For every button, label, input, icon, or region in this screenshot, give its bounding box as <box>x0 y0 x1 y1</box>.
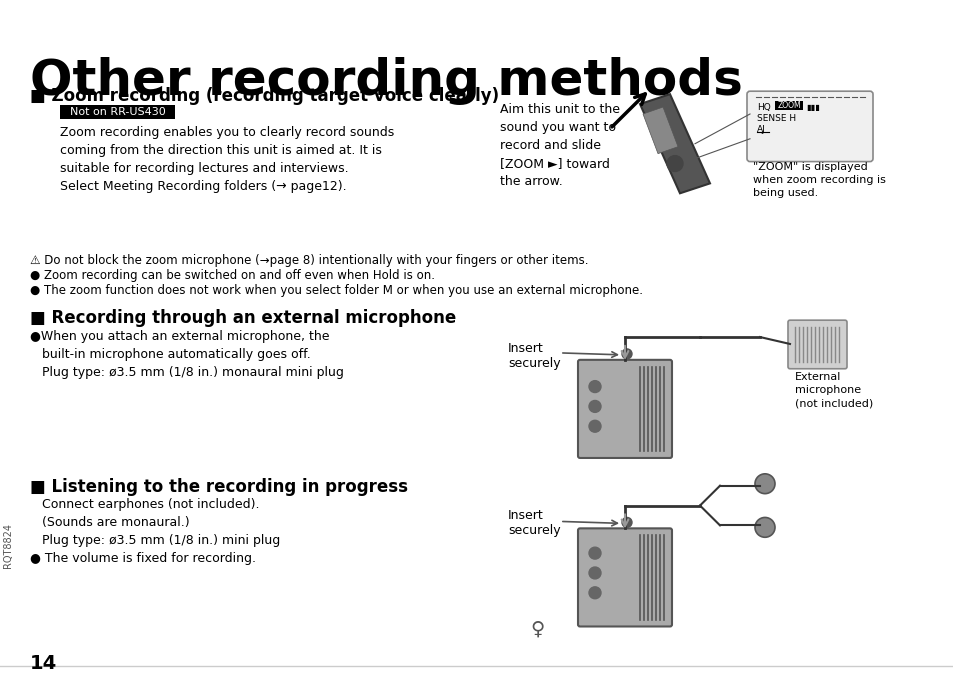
Text: ● Zoom recording can be switched on and off even when Hold is on.: ● Zoom recording can be switched on and … <box>30 269 435 282</box>
Text: Aim this unit to the
sound you want to
record and slide
[ZOOM ►] toward
the arro: Aim this unit to the sound you want to r… <box>499 103 619 188</box>
FancyBboxPatch shape <box>746 91 872 162</box>
Text: Zoom recording enables you to clearly record sounds
coming from the direction th: Zoom recording enables you to clearly re… <box>60 126 394 193</box>
Text: ● The zoom function does not work when you select folder M or when you use an ex: ● The zoom function does not work when y… <box>30 284 642 297</box>
Text: SENSE H: SENSE H <box>757 114 796 123</box>
FancyBboxPatch shape <box>578 360 671 458</box>
Text: ZOOM: ZOOM <box>777 101 800 110</box>
Text: RQT8824: RQT8824 <box>3 523 13 568</box>
Text: ⚠ Do not block the zoom microphone (→page 8) intentionally with your fingers or : ⚠ Do not block the zoom microphone (→pag… <box>30 254 588 267</box>
Polygon shape <box>639 94 709 194</box>
FancyBboxPatch shape <box>774 101 802 110</box>
Text: 14: 14 <box>30 654 57 673</box>
Circle shape <box>588 547 600 559</box>
Text: Other recording methods: Other recording methods <box>30 58 742 106</box>
Text: HQ: HQ <box>757 103 770 112</box>
Text: AJ: AJ <box>757 125 765 134</box>
Circle shape <box>588 587 600 598</box>
FancyBboxPatch shape <box>578 528 671 626</box>
FancyBboxPatch shape <box>787 320 846 369</box>
Polygon shape <box>642 107 678 154</box>
FancyBboxPatch shape <box>60 105 174 119</box>
Circle shape <box>588 567 600 579</box>
Text: External
microphone
(not included): External microphone (not included) <box>794 372 872 408</box>
Text: ●When you attach an external microphone, the
   built-in microphone automaticall: ●When you attach an external microphone,… <box>30 330 343 379</box>
Circle shape <box>588 420 600 432</box>
Text: Insert
securely: Insert securely <box>507 508 560 536</box>
Text: ▮▮▮: ▮▮▮ <box>805 103 819 112</box>
Text: ■ Recording through an external microphone: ■ Recording through an external micropho… <box>30 309 456 327</box>
Circle shape <box>621 517 631 527</box>
Circle shape <box>621 349 631 359</box>
Text: ♀: ♀ <box>530 619 543 638</box>
Text: Connect earphones (not included).
   (Sounds are monaural.)
   Plug type: ø3.5 m: Connect earphones (not included). (Sound… <box>30 498 280 565</box>
Circle shape <box>754 474 774 494</box>
Text: ■ Zoom recording (recording target voice clearly): ■ Zoom recording (recording target voice… <box>30 87 498 105</box>
Text: "ZOOM" is displayed
when zoom recording is
being used.: "ZOOM" is displayed when zoom recording … <box>752 162 885 198</box>
Text: Not on RR-US430: Not on RR-US430 <box>70 107 165 117</box>
Text: Insert
securely: Insert securely <box>507 342 560 370</box>
Circle shape <box>666 156 682 171</box>
Circle shape <box>588 380 600 393</box>
Circle shape <box>754 517 774 538</box>
Circle shape <box>588 401 600 412</box>
Text: ■ Listening to the recording in progress: ■ Listening to the recording in progress <box>30 478 408 496</box>
